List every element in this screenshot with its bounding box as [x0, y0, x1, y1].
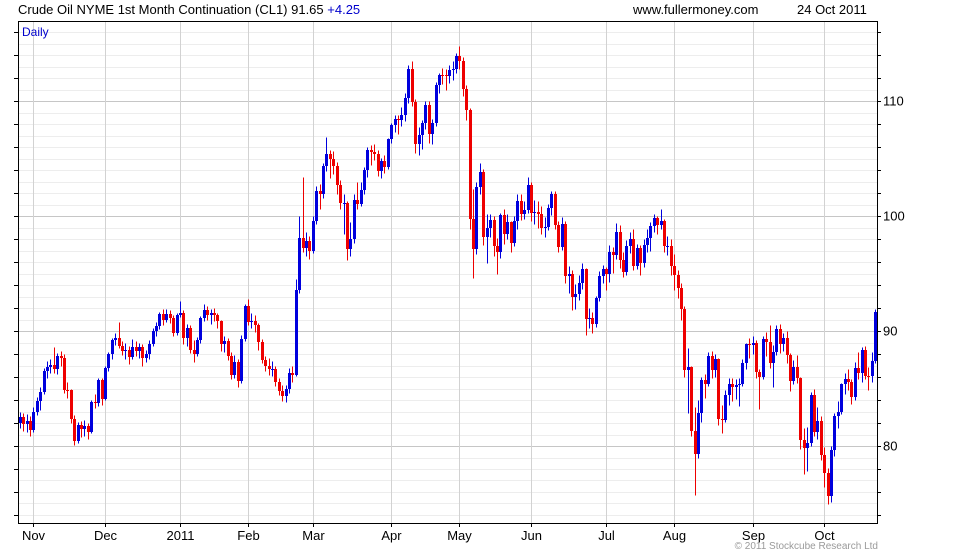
- x-axis-month-label: Jun: [521, 528, 542, 543]
- y-axis-price-label: 110: [883, 94, 904, 109]
- price-change: +4.25: [327, 2, 361, 17]
- x-axis-month-label: May: [447, 528, 472, 543]
- x-axis-month-label: Dec: [94, 528, 118, 543]
- x-axis-month-label: Apr: [381, 528, 402, 543]
- frequency-label: Daily: [22, 25, 49, 39]
- y-axis-price-label: 100: [883, 209, 905, 224]
- x-axis-month-label: Mar: [302, 528, 325, 543]
- x-axis-month-label: Sep: [742, 528, 765, 543]
- x-axis-month-label: Oct: [814, 528, 835, 543]
- chart-date: 24 Oct 2011: [797, 2, 867, 17]
- x-axis-month-label: Feb: [237, 528, 259, 543]
- y-axis-price-label: 90: [883, 324, 897, 339]
- chart-title: Crude Oil NYME 1st Month Continuation (C…: [18, 2, 360, 17]
- copyright-notice: © 2011 Stockcube Research Ltd: [734, 541, 878, 552]
- x-axis-month-label: Aug: [663, 528, 686, 543]
- fullermoney-site-label: www.fullermoney.com: [633, 2, 759, 17]
- x-axis-month-label: Jul: [598, 528, 615, 543]
- x-axis-month-label: 2011: [167, 528, 195, 543]
- y-axis-price-label: 80: [883, 439, 897, 454]
- instrument-and-price: Crude Oil NYME 1st Month Continuation (C…: [18, 2, 328, 17]
- x-axis-month-label: Nov: [22, 528, 46, 543]
